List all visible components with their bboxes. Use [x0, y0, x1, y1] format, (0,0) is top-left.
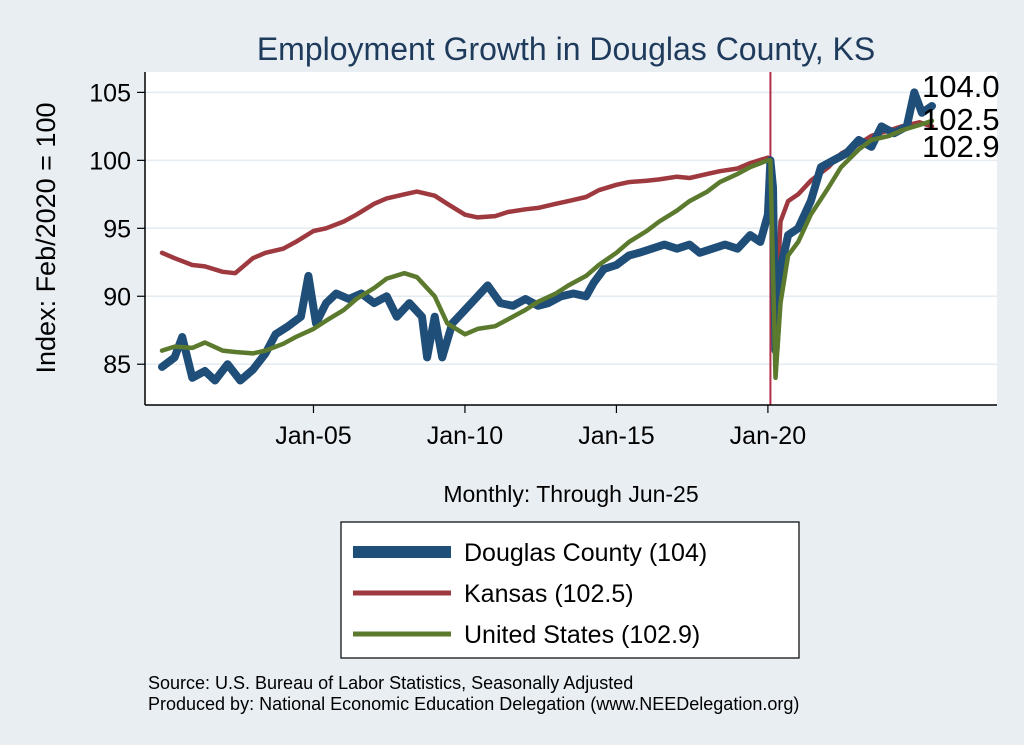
- legend-label-1: Kansas (102.5): [464, 580, 634, 608]
- series-lines: [158, 88, 936, 385]
- series-line-0: [158, 88, 936, 385]
- legend: Douglas County (104) Kansas (102.5) United…: [340, 521, 800, 659]
- y-tick-label: 100: [89, 147, 131, 175]
- series-line-1: [159, 120, 935, 333]
- y-axis-ticks: 85 90 95 100 105: [89, 79, 145, 379]
- legend-label-2: United States (102.9): [464, 621, 700, 649]
- series-line-2: [159, 118, 935, 381]
- y-tick-label: 85: [103, 351, 131, 379]
- source-note: Source: U.S. Bureau of Labor Statistics,…: [148, 673, 633, 693]
- x-tick-label: Jan-05: [275, 422, 351, 450]
- y-tick-label: 105: [89, 79, 131, 107]
- x-axis-title: Monthly: Through Jun-25: [443, 481, 698, 507]
- legend-entries: Douglas County (104) Kansas (102.5) United…: [353, 539, 707, 649]
- producer-note: Produced by: National Economic Education…: [148, 694, 799, 714]
- plot-area: [145, 72, 997, 405]
- y-tick-label: 95: [103, 215, 131, 243]
- chart-title: Employment Growth in Douglas County, KS: [257, 31, 875, 67]
- x-tick-label: Jan-10: [427, 422, 503, 450]
- x-axis-ticks: Jan-05 Jan-10 Jan-15 Jan-20: [275, 405, 806, 450]
- end-label-0: 104.0: [922, 69, 1000, 104]
- y-axis-title: Index: Feb/2020 = 100: [31, 103, 61, 374]
- x-tick-label: Jan-15: [578, 422, 654, 450]
- end-label-2: 102.9: [922, 129, 1000, 164]
- y-tick-label: 90: [103, 283, 131, 311]
- x-tick-label: Jan-20: [730, 422, 806, 450]
- end-label-1: 102.5: [922, 102, 1000, 137]
- legend-label-0: Douglas County (104): [464, 539, 707, 567]
